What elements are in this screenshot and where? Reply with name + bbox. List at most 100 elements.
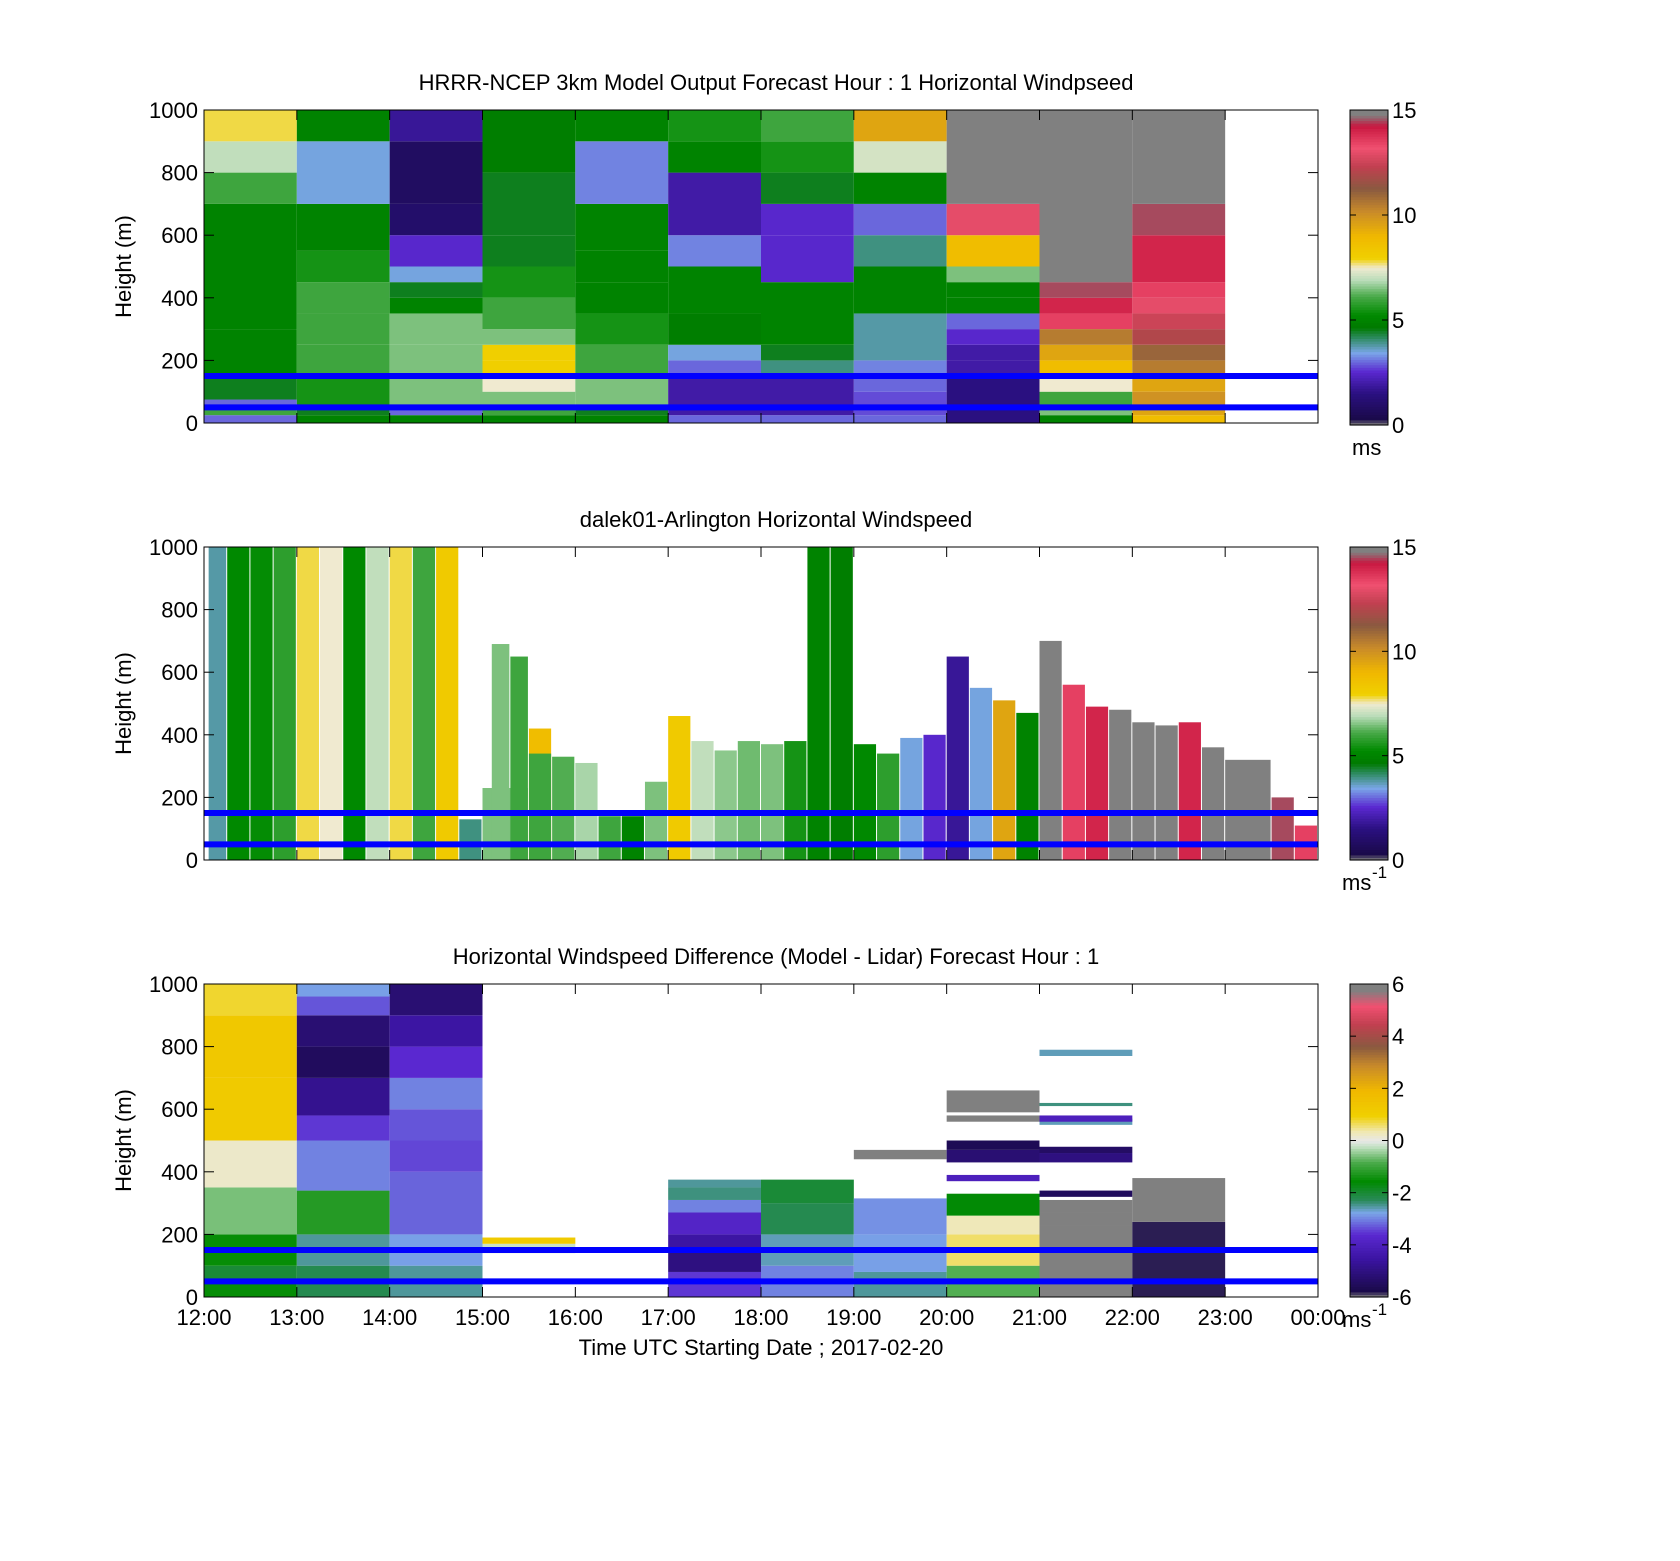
colorbar-step [1350, 687, 1388, 692]
colorbar-step [1350, 1200, 1388, 1204]
heatmap-cell [575, 110, 669, 142]
heatmap-cell [482, 172, 576, 236]
heatmap-cell [946, 1149, 1040, 1163]
colorbar-step [1350, 230, 1388, 234]
colorbar-step [1350, 346, 1388, 350]
colorbar-tick-label: 15 [1392, 535, 1416, 560]
heatmap-cell [296, 1046, 390, 1078]
colorbar-step [1350, 411, 1388, 416]
profile-column [761, 744, 784, 860]
heatmap-cell [389, 297, 483, 314]
heatmap-cell [946, 282, 1040, 298]
colorbar-step [1350, 1169, 1388, 1173]
colorbar-tick-label: 6 [1392, 972, 1404, 997]
colorbar-step [1350, 732, 1388, 736]
colorbar-step [1350, 1090, 1388, 1095]
heatmap-cell [296, 376, 390, 408]
colorbar-step [1350, 620, 1388, 624]
heatmap-cell [482, 360, 576, 377]
colorbar-step [1350, 288, 1388, 292]
heatmap-cell [668, 1271, 761, 1297]
colorbar-step [1350, 1046, 1388, 1050]
colorbar-step [1350, 1291, 1388, 1295]
colorbar-step [1350, 706, 1388, 710]
colorbar-step [1350, 693, 1388, 697]
colorbar-step [1350, 653, 1388, 658]
colorbar-step [1350, 565, 1388, 569]
colorbar-step [1350, 1075, 1388, 1079]
colorbar-step [1350, 154, 1388, 158]
colorbar-step [1350, 191, 1388, 195]
colorbar-step [1350, 144, 1388, 148]
colorbar-step [1350, 1025, 1388, 1029]
heatmap-cell [389, 1015, 483, 1047]
colorbar-step [1350, 792, 1388, 796]
colorbar-step [1350, 833, 1388, 838]
heatmap-cell [296, 344, 390, 377]
heatmap-cell [1039, 344, 1133, 361]
x-axis-label: Time UTC Starting Date ; 2017-02-20 [579, 1335, 944, 1360]
colorbar-step [1350, 1161, 1388, 1165]
colorbar-step [1350, 1036, 1388, 1040]
colorbar-step [1350, 606, 1388, 611]
heatmap-cell [1039, 407, 1133, 416]
colorbar-step [1350, 162, 1388, 166]
colorbar-step [1350, 251, 1388, 255]
colorbar-step [1350, 818, 1388, 822]
colorbar-step [1350, 1163, 1388, 1168]
colorbar: -6 -4 -2 0 2 4 6 ms -1 [1342, 972, 1412, 1332]
colorbar-step [1350, 359, 1388, 363]
panel-2: dalek01-Arlington Horizontal Windspeed 0 2… [111, 507, 1416, 895]
colorbar-step [1350, 1085, 1388, 1089]
colorbar-step [1350, 217, 1388, 221]
colorbar-step [1350, 586, 1388, 590]
heatmap-cell [575, 250, 669, 283]
colorbar-step [1350, 314, 1388, 318]
colorbar-step [1350, 854, 1388, 858]
colorbar-step [1350, 377, 1388, 381]
colorbar-step [1350, 690, 1388, 694]
heatmap-cell [204, 399, 297, 408]
profile-column [598, 816, 621, 860]
colorbar-step [1350, 802, 1388, 806]
colorbar-step [1350, 393, 1388, 397]
colorbar-step [1350, 713, 1388, 718]
profile-column [1016, 712, 1039, 860]
colorbar-step [1350, 841, 1388, 845]
colorbar-step [1350, 750, 1388, 754]
colorbar-step [1350, 1242, 1388, 1246]
colorbar-step [1350, 575, 1388, 579]
colorbar-step [1350, 573, 1388, 577]
heatmap-cell [761, 141, 854, 173]
colorbar-step [1350, 1197, 1388, 1202]
y-tick-label: 0 [186, 1285, 198, 1310]
colorbar-step [1350, 1234, 1388, 1238]
heatmap-cell [389, 376, 483, 408]
panel-title: HRRR-NCEP 3km Model Output Forecast Hour… [419, 70, 1134, 95]
colorbar-step [1350, 588, 1388, 592]
heatmap-cell [482, 1237, 576, 1244]
colorbar-step [1350, 306, 1388, 311]
colorbar-step [1350, 740, 1388, 744]
colorbar-step [1350, 270, 1388, 274]
heatmap-cell [296, 141, 390, 204]
colorbar-step [1350, 280, 1388, 284]
colorbar-step [1350, 596, 1388, 600]
heatmap-cell [946, 313, 1040, 330]
heatmap-cell [389, 415, 483, 423]
profile-column [668, 716, 691, 860]
colorbar-step [1350, 275, 1388, 279]
colorbar-step [1350, 724, 1388, 728]
profile-column [208, 547, 227, 860]
colorbar-step [1350, 760, 1388, 765]
colorbar-step [1350, 204, 1388, 208]
colorbar-step [1350, 343, 1388, 347]
y-tick-label: 200 [161, 348, 198, 373]
profile-column [946, 656, 969, 860]
heatmap-cell [296, 1190, 390, 1235]
profile-column [412, 547, 436, 860]
heatmap-cell [296, 415, 390, 423]
y-tick-label: 200 [161, 1222, 198, 1247]
heatmap-cell [204, 984, 297, 1016]
colorbar-step [1350, 557, 1388, 561]
